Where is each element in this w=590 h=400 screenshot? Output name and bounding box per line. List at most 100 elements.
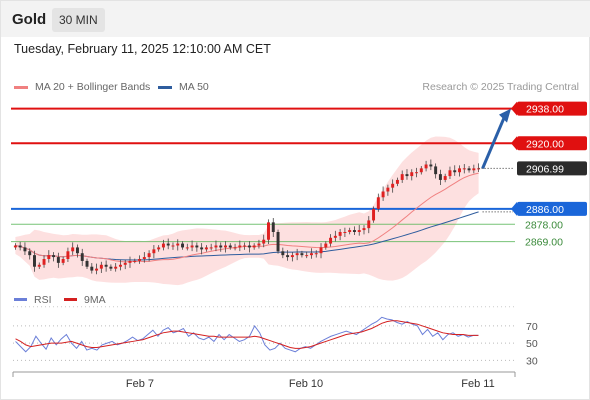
candle-body	[424, 164, 428, 169]
candle	[458, 165, 461, 177]
rsi-legend-label-9MA: 9MA	[84, 294, 106, 306]
candle	[190, 240, 194, 252]
candle	[305, 251, 309, 259]
candle-body	[138, 259, 142, 261]
candle	[99, 261, 103, 273]
candle-body	[171, 245, 175, 247]
candle-body	[195, 245, 199, 248]
candle-body	[161, 243, 165, 248]
candle-body	[281, 251, 285, 256]
candle-body	[290, 255, 294, 258]
candle-body	[357, 230, 361, 232]
candle-body	[109, 266, 113, 269]
candle	[443, 173, 447, 183]
level-badge-2886.00	[517, 201, 587, 216]
candle	[357, 225, 361, 236]
asset-name: Gold	[12, 11, 47, 28]
candle-body	[128, 260, 132, 263]
ma20-line	[15, 172, 479, 263]
candle	[233, 243, 237, 251]
candle-body	[42, 259, 46, 265]
candle	[195, 242, 199, 252]
level-label-2878.00: 2878.00	[525, 219, 563, 231]
candle	[128, 256, 132, 268]
candle	[319, 243, 323, 259]
candle-body	[395, 179, 399, 184]
candle-body	[13, 245, 17, 248]
price-chart: 2938.00 2920.00 2886.00 2878.00 2869.00 2906.…	[11, 101, 587, 286]
candle	[214, 240, 218, 252]
candle	[133, 258, 137, 264]
candle-body	[52, 255, 56, 258]
candle-body	[228, 245, 232, 248]
candle-body	[352, 230, 356, 232]
candle	[372, 206, 376, 223]
candle	[324, 241, 328, 250]
bollinger-band	[15, 136, 479, 286]
candle-body	[343, 232, 347, 233]
candle-body	[123, 262, 127, 265]
level-badge-pointer	[511, 101, 517, 116]
candle	[410, 169, 414, 181]
candle-body	[243, 245, 247, 247]
rsi-legend-swatch-RSI	[14, 298, 27, 301]
candle	[338, 229, 342, 241]
candle-body	[434, 166, 438, 175]
candle	[391, 179, 395, 193]
candle	[23, 242, 27, 255]
candle	[300, 250, 304, 258]
legend-label-ma50: MA 50	[179, 81, 209, 93]
projection-arrow-shaft	[481, 114, 507, 169]
candle	[71, 242, 75, 255]
candle-body	[80, 253, 84, 261]
candle-body	[152, 249, 156, 254]
candle	[219, 242, 223, 252]
candle	[314, 250, 318, 258]
candle-body	[333, 235, 337, 238]
candle	[333, 230, 337, 242]
candle	[104, 260, 108, 272]
candle	[462, 164, 466, 174]
candle	[166, 238, 170, 250]
candle	[204, 245, 208, 252]
candle	[281, 247, 285, 259]
candle-body	[438, 174, 442, 180]
candle-body	[367, 220, 371, 229]
candle-body	[142, 257, 146, 259]
candle-body	[271, 222, 275, 232]
candle	[267, 219, 270, 245]
candle-body	[204, 247, 208, 250]
candle-body	[443, 176, 447, 180]
rsi-legend-label-RSI: RSI	[34, 294, 52, 306]
candle	[28, 248, 32, 260]
timeframe-selector[interactable]: 30 MIN	[52, 8, 105, 32]
candle-body	[85, 260, 89, 267]
candle-body	[56, 257, 60, 263]
candle	[262, 234, 266, 248]
candle-body	[233, 247, 237, 249]
candle	[228, 243, 232, 250]
x-tick-label: Feb 7	[126, 378, 154, 390]
candle-body	[118, 264, 122, 267]
candle	[271, 218, 275, 238]
candle-body	[386, 187, 390, 192]
candle	[66, 247, 70, 262]
timestamp: Tuesday, February 11, 2025 12:10:00 AM C…	[14, 42, 271, 56]
candle-body	[300, 253, 304, 256]
rsi-tick-70: 70	[526, 321, 538, 333]
candle-body	[18, 245, 22, 248]
candle	[95, 263, 99, 275]
candle-body	[247, 245, 251, 248]
candle	[75, 244, 79, 258]
candle	[434, 163, 438, 179]
candle	[118, 259, 122, 271]
rsi-series-RSI	[15, 316, 479, 353]
candle	[171, 242, 175, 250]
candle	[290, 252, 294, 262]
candle-body	[309, 253, 313, 256]
candle	[42, 255, 46, 268]
candle	[157, 245, 161, 252]
candle	[114, 263, 118, 272]
candle-body	[214, 245, 218, 248]
